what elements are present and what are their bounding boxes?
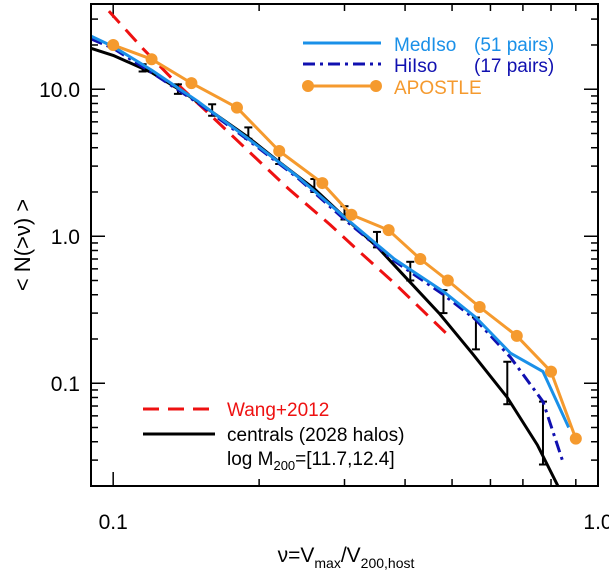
legend-bottom: Wang+2012 centrals (2028 halos) log M200…: [143, 400, 404, 473]
legend-item-mediso: MedIso (51 pairs): [303, 35, 554, 56]
point-apostle: [510, 329, 523, 342]
legend-item-wang: Wang+2012: [143, 400, 329, 421]
legend-extra-hiiso: (17 pairs): [474, 56, 554, 77]
point-apostle: [441, 274, 454, 287]
y-tick-label: 1.0: [51, 226, 80, 249]
plot-frame: [90, 3, 599, 487]
y-tick-labels: 0.1 1.0 10.0: [39, 79, 80, 396]
legend-marker-apostle-right: [370, 80, 382, 92]
point-apostle: [316, 177, 329, 190]
legend-top: MedIso (51 pairs) HiIso (17 pairs) APOST…: [302, 35, 554, 99]
point-apostle: [107, 38, 120, 51]
legend-extra-mediso: (51 pairs): [474, 35, 554, 56]
series-layer: [91, 10, 582, 486]
legend-marker-apostle-left: [302, 80, 314, 92]
point-apostle: [473, 301, 486, 314]
point-apostle: [569, 432, 582, 445]
series-hiiso: [91, 37, 566, 465]
legend-label-hiiso: HiIso: [394, 56, 437, 77]
legend-label-centrals: centrals (2028 halos): [227, 425, 404, 446]
legend-item-hiiso: HiIso (17 pairs): [303, 56, 554, 77]
minor-ticks: [90, 4, 599, 487]
series-line-hiiso: [91, 37, 566, 465]
x-tick-labels: 0.1 1.0: [99, 511, 609, 534]
point-apostle: [230, 101, 243, 114]
series-apostle: [107, 38, 582, 445]
point-apostle: [185, 77, 198, 90]
plot-area: [90, 3, 599, 487]
legend-item-centrals: centrals (2028 halos): [143, 425, 404, 446]
point-apostle: [414, 253, 427, 266]
point-apostle: [545, 365, 558, 378]
series-line-wang: [107, 10, 454, 341]
y-tick-label: 0.1: [51, 373, 80, 396]
series-mediso: [91, 34, 571, 429]
point-apostle: [382, 224, 395, 237]
series-line-mediso: [91, 34, 571, 429]
x-tick-label: 0.1: [99, 511, 128, 534]
legend-item-apostle: APOSTLE: [302, 78, 482, 99]
point-apostle: [273, 145, 286, 158]
point-apostle: [145, 53, 158, 66]
y-tick-label: 10.0: [39, 79, 80, 102]
x-axis-label: ν=Vmax/V200,host: [278, 544, 415, 571]
mass-range-annotation: log M200=[11.7,12.4]: [227, 449, 395, 473]
series-line-apostle: [112, 43, 578, 440]
series-wang: [107, 10, 454, 341]
legend-label-wang: Wang+2012: [227, 400, 329, 421]
legend-label-apostle: APOSTLE: [394, 78, 482, 99]
y-axis-label: < N(>ν) >: [10, 199, 35, 291]
legend-label-mediso: MedIso: [394, 35, 456, 56]
point-apostle: [345, 208, 358, 221]
x-tick-label: 1.0: [583, 511, 609, 534]
